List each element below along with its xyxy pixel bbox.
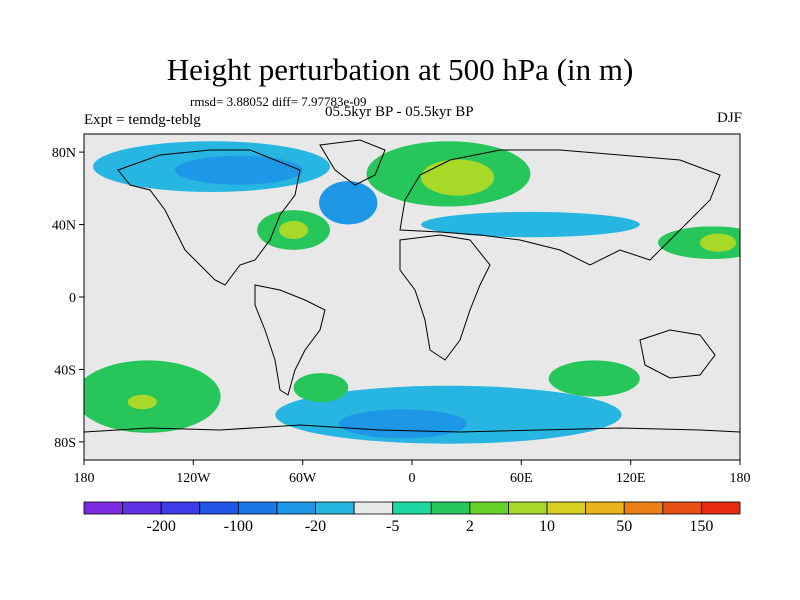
page-title: Height perturbation at 500 hPa (in m): [166, 52, 634, 87]
experiment-label: Expt = temdg-teblg: [84, 112, 201, 128]
colorbar-label: 10: [539, 518, 556, 535]
region-north-pacific-positive-core: [699, 233, 737, 252]
region-arctic-negative-core: [175, 155, 303, 185]
period-label: 05.5kyr BP - 05.5kyr BP: [325, 104, 474, 120]
coast-north-america: [117, 149, 301, 286]
contour-regions: [84, 141, 740, 444]
colorbar-swatch: [701, 501, 741, 515]
colorbar-label: -20: [304, 518, 327, 535]
axis-ticks: 180 120W 60W 0 60E 120E 180 80N 40N 0 40S 80S: [52, 146, 751, 486]
region-indian-ocean-positive: [548, 360, 640, 397]
region-europe-positive-core: [421, 159, 494, 196]
colorbar-swatch: [237, 501, 278, 515]
colorbar-swatch: [546, 501, 587, 515]
lon-tick-label: 180: [74, 471, 95, 486]
colorbar-swatch: [315, 501, 355, 515]
colorbar-label: 2: [465, 518, 474, 535]
colorbar-swatch: [585, 501, 625, 515]
lat-tick-label: 0: [69, 291, 76, 306]
colorbar-swatch: [160, 501, 201, 515]
region-east-us-positive-core: [278, 220, 309, 240]
coast-eurasia: [399, 149, 721, 266]
colorbar-label: -200: [146, 518, 176, 535]
colorbar-swatch: [276, 501, 316, 515]
lon-tick-label: 60E: [510, 471, 533, 486]
colorbar-swatch: [469, 501, 509, 515]
coast-greenland: [319, 139, 386, 186]
lon-tick-label: 120E: [616, 471, 646, 486]
region-north-atlantic-negative: [319, 181, 378, 225]
lat-tick-label: 80S: [54, 436, 76, 451]
colorbar-label: 150: [689, 518, 714, 535]
region-south-pacific-positive: [84, 360, 221, 433]
coast-australia: [639, 329, 716, 379]
colorbar-swatch: [508, 501, 548, 515]
region-southern-ocean-negative-core: [339, 409, 467, 439]
lat-tick-label: 40S: [54, 363, 76, 378]
colorbar-swatch: [430, 501, 471, 515]
region-south-pacific-positive-core: [127, 394, 157, 410]
lat-tick-label: 40N: [52, 219, 76, 234]
region-asia-negative: [421, 211, 640, 238]
lon-tick-label: 180: [730, 471, 751, 486]
colorbar-swatch: [623, 501, 664, 515]
region-south-atlantic-positive: [293, 373, 349, 403]
colorbar-label: 50: [616, 518, 633, 535]
lon-tick-label: 120W: [176, 471, 211, 486]
colorbar-swatch: [353, 501, 394, 515]
lon-tick-label: 60W: [289, 471, 317, 486]
season-label: DJF: [716, 110, 742, 126]
coast-africa: [399, 234, 491, 361]
colorbar-swatch: [199, 501, 239, 515]
coastlines: [84, 139, 740, 433]
lat-tick-label: 80N: [52, 146, 76, 161]
colorbar-label: -100: [223, 518, 254, 535]
coast-antarctica: [84, 424, 740, 433]
colorbar-swatch: [83, 501, 123, 515]
lon-tick-label: 0: [409, 471, 416, 486]
colorbar-swatch: [392, 501, 432, 515]
colorbar-swatch: [122, 501, 162, 515]
colorbar-swatch: [662, 501, 702, 515]
stats-line: rmsd= 3.88052 diff= 7.97783e-09: [190, 94, 367, 109]
colorbar: [83, 501, 741, 515]
coast-south-america: [254, 284, 326, 396]
colorbar-label: -5: [386, 518, 400, 535]
